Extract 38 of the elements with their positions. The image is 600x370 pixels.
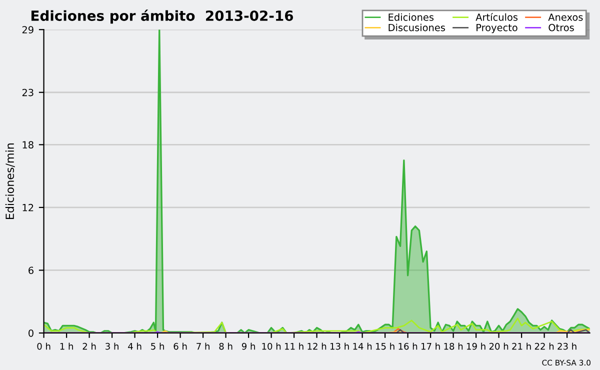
x-tick-label: 18 h [444,342,463,350]
y-tick-label: 18 [22,141,34,149]
x-tick-label: 16 h [398,342,418,350]
legend-label: Artículos [476,12,518,21]
x-tick-label: 12 h [308,342,326,350]
y-tick-label: 23 [22,88,34,96]
y-tick-label: 12 [22,204,34,212]
x-tick-label: 14 h [353,342,372,350]
y-tick-label: 0 [28,329,34,337]
x-tick-label: 5 h [151,342,164,350]
y-axis-title: Ediciones/min [5,143,15,219]
x-tick-label: 23 h [558,342,576,350]
y-tick-label: 29 [22,26,34,34]
x-tick-label: 1 h [60,342,73,350]
x-tick-label: 22 h [534,342,554,350]
legend-label: Anexos [548,14,583,21]
x-tick-label: 17 h [422,342,440,350]
x-tick-label: 7 h [196,342,210,350]
chart-title: Ediciones por ámbito 2013-02-16 [32,10,294,24]
x-tick-label: 13 h [330,342,349,350]
x-tick-label: 20 h [489,342,508,350]
x-tick-label: 19 h [467,342,486,350]
x-tick-label: 2 h [82,342,96,350]
x-tick-label: 9 h [242,342,255,350]
x-tick-label: 21 h [512,342,531,350]
legend-label: Discusiones [388,24,445,32]
x-tick-label: 0 h [37,342,50,350]
x-tick-label: 11 h [285,342,304,350]
x-tick-label: 15 h [376,342,394,350]
legend-label: Proyecto [476,24,518,34]
y-tick-label: 6 [28,266,34,274]
x-tick-label: 4 h [128,342,142,350]
x-tick-label: 6 h [174,342,187,350]
x-tick-label: 8 h [219,342,232,350]
x-tick-label: 3 h [106,342,118,350]
legend-label: Otros [548,24,574,32]
legend-label: Ediciones [388,13,434,21]
x-tick-label: 10 h [262,342,281,350]
